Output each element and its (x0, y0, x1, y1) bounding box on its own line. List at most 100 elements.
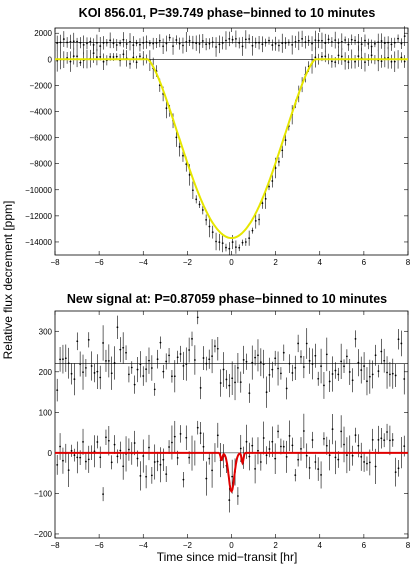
y-tick-label: 0 (48, 55, 53, 64)
binned-data-point (380, 60, 383, 63)
offset-data-point (214, 345, 216, 348)
binned-data-point (72, 55, 75, 58)
offset-data-point (351, 379, 354, 382)
offset-data-point (185, 363, 188, 365)
binned-data-point (96, 441, 99, 443)
offset-data-point (317, 377, 320, 380)
offset-data-point (397, 37, 399, 40)
offset-data-point (291, 372, 294, 374)
offset-data-point (128, 373, 130, 376)
binned-data-point (196, 426, 199, 429)
offset-data-point (62, 38, 65, 40)
offset-data-point (374, 354, 377, 357)
binned-data-point (391, 439, 394, 441)
offset-data-point (202, 357, 205, 359)
offset-data-point (371, 373, 374, 376)
bottom-chart-title: New signal at: P=0.87059 phase−binned to… (67, 292, 387, 306)
binned-data-point (389, 439, 391, 442)
offset-data-point (251, 44, 254, 47)
binned-data-point (337, 458, 340, 461)
bottom-plot: −8 −6 −4 −2 0 2 4 6 8 −200 −100 0 100 200 300 (34, 310, 411, 550)
y-tick-label: 300 (39, 327, 53, 336)
binned-data-point (251, 444, 254, 447)
offset-data-point (251, 361, 254, 364)
offset-data-point (99, 376, 102, 379)
binned-data-point (112, 56, 115, 58)
offset-data-point (176, 356, 179, 359)
binned-data-point (231, 241, 234, 243)
binned-data-point (265, 454, 268, 457)
offset-data-point (165, 360, 168, 363)
offset-data-point (347, 43, 350, 46)
offset-data-point (241, 45, 244, 48)
offset-data-point (133, 383, 136, 386)
offset-data-point (321, 39, 323, 42)
offset-data-point (188, 349, 191, 351)
binned-data-point (56, 59, 59, 62)
y-tick-label: −2000 (30, 81, 53, 90)
binned-data-point (105, 436, 107, 439)
binned-data-point (288, 435, 291, 437)
offset-data-point (311, 42, 313, 45)
x-tick-label: 6 (362, 258, 367, 267)
offset-data-point (208, 42, 211, 45)
offset-data-point (182, 44, 184, 47)
offset-data-point (119, 348, 122, 351)
offset-data-point (268, 39, 270, 42)
offset-data-point (277, 367, 279, 370)
offset-data-point (150, 367, 153, 369)
offset-data-point (218, 43, 221, 46)
binned-data-point (231, 475, 234, 478)
binned-data-point (99, 55, 102, 58)
offset-data-point (300, 355, 302, 358)
binned-data-point (345, 454, 348, 457)
offset-data-point (173, 375, 176, 378)
offset-data-point (248, 38, 251, 40)
offset-data-point (142, 42, 145, 44)
offset-data-point (188, 39, 191, 42)
x-tick-label: −4 (139, 541, 149, 550)
binned-data-point (344, 60, 347, 62)
offset-data-point (350, 38, 353, 41)
offset-data-point (331, 373, 334, 375)
offset-data-point (320, 365, 322, 367)
binned-data-point (142, 455, 145, 457)
binned-data-point (79, 456, 82, 459)
binned-data-point (259, 461, 262, 463)
offset-data-point (328, 380, 331, 383)
binned-data-point (235, 246, 237, 249)
offset-data-point (235, 38, 237, 40)
top-plot: −8 −6 −4 −2 0 2 4 6 8 −14000 −12000 −10000 −8000 −600… (25, 26, 411, 267)
x-tick-label: 4 (318, 258, 323, 267)
binned-data-point (73, 454, 76, 457)
binned-data-point (135, 61, 138, 64)
binned-data-point (271, 180, 274, 182)
offset-data-point (113, 362, 116, 364)
binned-data-point (354, 60, 356, 63)
binned-data-point (69, 60, 72, 63)
offset-data-point (327, 38, 330, 41)
offset-data-point (73, 378, 76, 381)
offset-data-point (304, 41, 307, 44)
offset-data-point (205, 362, 208, 365)
offset-data-point (221, 42, 224, 44)
offset-data-point (215, 46, 217, 48)
offset-data-point (148, 42, 151, 45)
offset-data-point (87, 338, 90, 341)
binned-data-point (377, 439, 380, 441)
binned-data-point (320, 474, 322, 476)
binned-data-point (119, 449, 122, 452)
offset-data-point (168, 36, 171, 39)
offset-data-point (305, 342, 308, 345)
binned-data-point (92, 52, 95, 55)
binned-data-point (334, 61, 337, 64)
binned-data-point (282, 445, 285, 448)
binned-data-point (156, 460, 159, 463)
offset-data-point (360, 43, 363, 46)
offset-data-point (86, 42, 88, 45)
offset-data-point (59, 41, 62, 44)
binned-data-point (302, 430, 305, 432)
binned-data-point (258, 218, 260, 221)
offset-data-point (162, 45, 165, 48)
y-tick-label: −8000 (30, 160, 53, 169)
